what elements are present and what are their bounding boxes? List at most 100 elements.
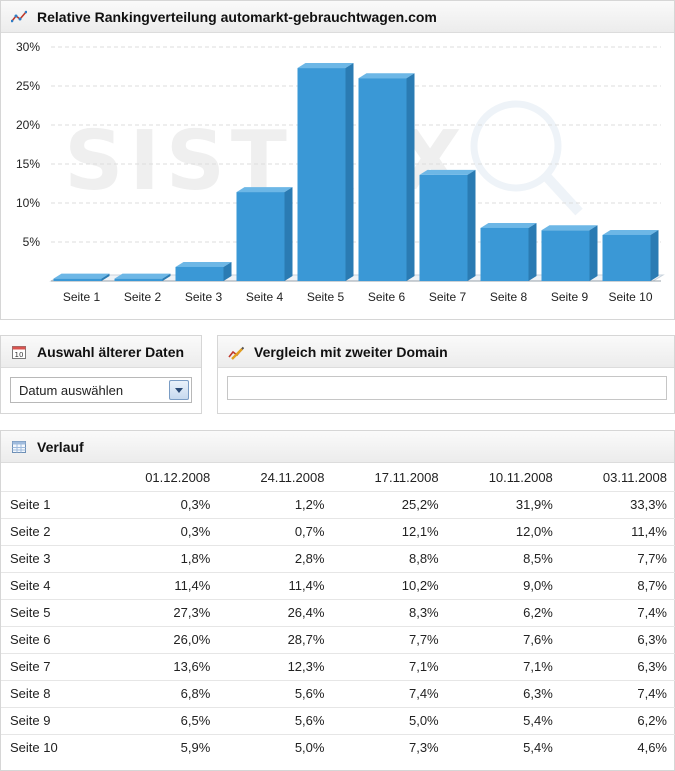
table-cell: 12,0%: [447, 517, 562, 545]
table-cell: 5,4%: [447, 706, 562, 734]
compare-panel-title: Vergleich mit zweiter Domain: [254, 343, 448, 360]
table-cell: 7,1%: [333, 652, 448, 680]
bar-top: [419, 169, 476, 175]
y-tick-label: 5%: [23, 235, 41, 249]
bar-side: [467, 169, 476, 281]
table-cell: 7,4%: [561, 679, 675, 707]
table-cell: 0,7%: [219, 517, 334, 545]
x-tick-label: Seite 7: [429, 290, 467, 304]
bar-side: [223, 261, 232, 281]
table-cell: 11,4%: [103, 571, 220, 599]
table-cell: 5,9%: [103, 733, 220, 761]
row-label: Seite 4: [1, 571, 104, 599]
table-row: Seite 4 11,4% 11,4% 10,2% 9,0% 8,7%: [1, 571, 675, 599]
row-label: Seite 9: [1, 706, 104, 734]
column-header: 17.11.2008: [374, 469, 439, 485]
y-tick-label: 25%: [16, 79, 40, 93]
x-tick-label: Seite 4: [246, 290, 284, 304]
date-selection-panel: 10 Auswahl älterer Daten Datum auswählen: [0, 335, 202, 414]
table-cell: 12,3%: [219, 652, 334, 680]
bar: [297, 68, 346, 281]
bar: [53, 278, 102, 281]
date-select[interactable]: Datum auswählen: [10, 377, 192, 403]
x-tick-label: Seite 1: [63, 290, 101, 304]
table-cell: 27,3%: [103, 598, 220, 626]
table-cell: 13,6%: [103, 652, 220, 680]
table-cell: 5,6%: [219, 679, 334, 707]
row-label: Seite 5: [1, 598, 104, 626]
bar-side: [528, 222, 537, 281]
date-select-value: Datum auswählen: [19, 383, 124, 398]
bar-top: [175, 261, 232, 267]
bar-top: [602, 229, 659, 235]
table-cell: 6,2%: [447, 598, 562, 626]
row-label: Seite 1: [1, 490, 104, 518]
y-tick-label: 15%: [16, 157, 40, 171]
table-cell: 25,2%: [333, 490, 448, 518]
table-cell: 26,4%: [219, 598, 334, 626]
table-cell: 5,0%: [333, 706, 448, 734]
bar-top: [480, 222, 537, 228]
table-row: Seite 1 0,3% 1,2% 25,2% 31,9% 33,3%: [1, 490, 675, 518]
bar: [236, 192, 285, 281]
row-label: Seite 2: [1, 517, 104, 545]
watermark-magnifier: [470, 100, 562, 192]
table-cell: 6,2%: [561, 706, 675, 734]
row-label: Seite 6: [1, 625, 104, 653]
table-cell: 6,8%: [103, 679, 220, 707]
table-icon: [11, 439, 27, 455]
table-cell: 5,6%: [219, 706, 334, 734]
table-cell: 8,3%: [333, 598, 448, 626]
row-label: Seite 10: [1, 733, 104, 761]
table-cell: 6,3%: [561, 652, 675, 680]
bar: [541, 230, 590, 281]
table-cell: 11,4%: [219, 571, 334, 599]
row-label: Seite 3: [1, 544, 104, 572]
table-cell: 7,4%: [333, 679, 448, 707]
table-row: Seite 9 6,5% 5,6% 5,0% 5,4% 6,2%: [1, 706, 675, 734]
compare-domain-input[interactable]: [227, 376, 667, 400]
column-header: 24.11.2008: [260, 469, 325, 485]
table-cell: 4,6%: [561, 733, 675, 761]
corner-cell: [1, 464, 104, 491]
table-row: Seite 8 6,8% 5,6% 7,4% 6,3% 7,4%: [1, 679, 675, 707]
history-header-row: 01.12.2008 24.11.2008 17.11.2008 10.11.2…: [1, 464, 675, 491]
bar-side: [406, 73, 415, 281]
history-panel-title: Verlauf: [37, 438, 84, 455]
table-cell: 6,3%: [447, 679, 562, 707]
table-row: Seite 7 13,6% 12,3% 7,1% 7,1% 6,3%: [1, 652, 675, 680]
y-tick-label: 10%: [16, 196, 40, 210]
x-tick-label: Seite 8: [490, 290, 528, 304]
bar: [358, 78, 407, 281]
table-cell: 8,5%: [447, 544, 562, 572]
bar-side: [345, 63, 354, 281]
date-panel-header: 10 Auswahl älterer Daten: [1, 336, 201, 368]
table-cell: 7,1%: [447, 652, 562, 680]
bar-top: [541, 225, 598, 231]
table-row: Seite 2 0,3% 0,7% 12,1% 12,0% 11,4%: [1, 517, 675, 545]
bar-side: [284, 187, 293, 281]
table-cell: 0,3%: [103, 490, 220, 518]
compare-panel-header: Vergleich mit zweiter Domain: [218, 336, 674, 368]
column-header: 03.11.2008: [602, 469, 667, 485]
x-tick-label: Seite 9: [551, 290, 589, 304]
compare-chart-icon: [228, 344, 245, 360]
table-cell: 5,0%: [219, 733, 334, 761]
line-chart-icon: [10, 9, 28, 25]
x-tick-label: Seite 3: [185, 290, 223, 304]
bar-side: [650, 229, 659, 281]
bar-top: [53, 273, 110, 279]
table-cell: 9,0%: [447, 571, 562, 599]
column-header: 10.11.2008: [488, 469, 553, 485]
ranking-chart-panel: Relative Rankingverteilung automarkt-geb…: [0, 0, 675, 320]
row-label: Seite 8: [1, 679, 104, 707]
table-cell: 7,6%: [447, 625, 562, 653]
table-row: Seite 5 27,3% 26,4% 8,3% 6,2% 7,4%: [1, 598, 675, 626]
table-cell: 33,3%: [561, 490, 675, 518]
bar: [480, 227, 529, 281]
chevron-down-icon[interactable]: [169, 380, 189, 400]
table-cell: 6,3%: [561, 625, 675, 653]
table-cell: 8,8%: [333, 544, 448, 572]
table-row: Seite 6 26,0% 28,7% 7,7% 7,6% 6,3%: [1, 625, 675, 653]
